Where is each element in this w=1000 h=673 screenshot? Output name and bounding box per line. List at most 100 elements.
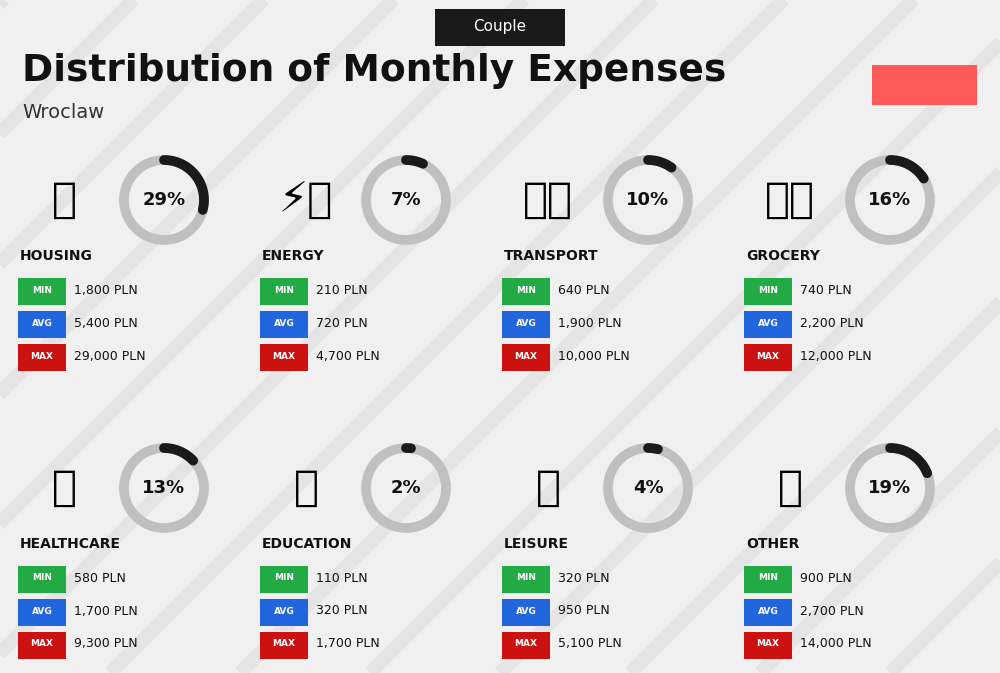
Text: AVG: AVG <box>516 606 536 616</box>
Text: AVG: AVG <box>758 606 778 616</box>
Text: MAX: MAX <box>31 639 54 649</box>
FancyBboxPatch shape <box>260 310 308 337</box>
Text: 13%: 13% <box>142 479 186 497</box>
Text: 💰: 💰 <box>778 467 802 509</box>
Text: 110 PLN: 110 PLN <box>316 571 368 584</box>
Text: 580 PLN: 580 PLN <box>74 571 126 584</box>
Text: 9,300 PLN: 9,300 PLN <box>74 637 138 651</box>
FancyBboxPatch shape <box>18 598 66 625</box>
Text: 12,000 PLN: 12,000 PLN <box>800 349 872 363</box>
FancyBboxPatch shape <box>502 598 550 625</box>
Text: 740 PLN: 740 PLN <box>800 283 852 297</box>
FancyBboxPatch shape <box>18 565 66 592</box>
FancyBboxPatch shape <box>260 631 308 658</box>
FancyBboxPatch shape <box>744 598 792 625</box>
Text: MIN: MIN <box>32 285 52 295</box>
Text: 19%: 19% <box>868 479 912 497</box>
Text: OTHER: OTHER <box>746 537 799 551</box>
FancyBboxPatch shape <box>502 565 550 592</box>
FancyBboxPatch shape <box>872 65 977 105</box>
FancyBboxPatch shape <box>502 310 550 337</box>
Text: MIN: MIN <box>274 573 294 583</box>
Text: 2%: 2% <box>391 479 421 497</box>
FancyBboxPatch shape <box>744 631 792 658</box>
FancyBboxPatch shape <box>435 9 565 46</box>
FancyBboxPatch shape <box>744 310 792 337</box>
Text: MIN: MIN <box>516 573 536 583</box>
Text: 📚: 📚 <box>294 467 318 509</box>
FancyBboxPatch shape <box>260 598 308 625</box>
Text: 320 PLN: 320 PLN <box>316 604 368 618</box>
Text: 1,800 PLN: 1,800 PLN <box>74 283 138 297</box>
Text: 🛍: 🛍 <box>536 467 560 509</box>
Text: AVG: AVG <box>758 318 778 328</box>
Text: Wroclaw: Wroclaw <box>22 104 104 122</box>
Text: AVG: AVG <box>274 318 294 328</box>
Text: TRANSPORT: TRANSPORT <box>504 249 599 263</box>
Text: 16%: 16% <box>868 191 912 209</box>
FancyBboxPatch shape <box>18 310 66 337</box>
Text: MIN: MIN <box>758 285 778 295</box>
Text: MAX: MAX <box>273 639 296 649</box>
FancyBboxPatch shape <box>260 343 308 371</box>
Text: 7%: 7% <box>391 191 421 209</box>
Text: 💓: 💓 <box>52 467 76 509</box>
FancyBboxPatch shape <box>260 277 308 304</box>
Text: 14,000 PLN: 14,000 PLN <box>800 637 872 651</box>
Text: 1,700 PLN: 1,700 PLN <box>316 637 380 651</box>
FancyBboxPatch shape <box>18 277 66 304</box>
FancyBboxPatch shape <box>744 343 792 371</box>
FancyBboxPatch shape <box>18 631 66 658</box>
Text: AVG: AVG <box>516 318 536 328</box>
Text: MAX: MAX <box>273 351 296 361</box>
Text: 1,700 PLN: 1,700 PLN <box>74 604 138 618</box>
Text: AVG: AVG <box>274 606 294 616</box>
Text: MIN: MIN <box>516 285 536 295</box>
Text: 4,700 PLN: 4,700 PLN <box>316 349 380 363</box>
Text: 720 PLN: 720 PLN <box>316 316 368 330</box>
FancyBboxPatch shape <box>18 343 66 371</box>
Text: 5,100 PLN: 5,100 PLN <box>558 637 622 651</box>
Text: LEISURE: LEISURE <box>504 537 569 551</box>
Text: 29,000 PLN: 29,000 PLN <box>74 349 146 363</box>
FancyBboxPatch shape <box>502 631 550 658</box>
Text: MAX: MAX <box>31 351 54 361</box>
FancyBboxPatch shape <box>502 277 550 304</box>
Text: ⚡🏠: ⚡🏠 <box>279 179 333 221</box>
Text: MIN: MIN <box>274 285 294 295</box>
FancyBboxPatch shape <box>502 343 550 371</box>
Text: 🥬🛒: 🥬🛒 <box>765 179 815 221</box>
Text: 900 PLN: 900 PLN <box>800 571 852 584</box>
FancyBboxPatch shape <box>744 277 792 304</box>
Text: 10,000 PLN: 10,000 PLN <box>558 349 630 363</box>
Text: MAX: MAX <box>514 351 538 361</box>
Text: MAX: MAX <box>514 639 538 649</box>
Text: MIN: MIN <box>758 573 778 583</box>
Text: MAX: MAX <box>757 351 780 361</box>
Text: EDUCATION: EDUCATION <box>262 537 352 551</box>
Text: Couple: Couple <box>473 18 527 34</box>
Text: 950 PLN: 950 PLN <box>558 604 610 618</box>
Text: AVG: AVG <box>32 318 52 328</box>
Text: 210 PLN: 210 PLN <box>316 283 368 297</box>
Text: ENERGY: ENERGY <box>262 249 325 263</box>
Text: HEALTHCARE: HEALTHCARE <box>20 537 121 551</box>
Text: 🏢: 🏢 <box>52 179 76 221</box>
Text: AVG: AVG <box>32 606 52 616</box>
Text: MIN: MIN <box>32 573 52 583</box>
Text: 5,400 PLN: 5,400 PLN <box>74 316 138 330</box>
Text: GROCERY: GROCERY <box>746 249 820 263</box>
Text: MAX: MAX <box>757 639 780 649</box>
Text: Distribution of Monthly Expenses: Distribution of Monthly Expenses <box>22 53 726 89</box>
Text: 640 PLN: 640 PLN <box>558 283 610 297</box>
Text: 1,900 PLN: 1,900 PLN <box>558 316 622 330</box>
Text: 🚌🚗: 🚌🚗 <box>523 179 573 221</box>
Text: 320 PLN: 320 PLN <box>558 571 610 584</box>
FancyBboxPatch shape <box>744 565 792 592</box>
Text: 29%: 29% <box>142 191 186 209</box>
Text: 4%: 4% <box>633 479 663 497</box>
Text: 2,200 PLN: 2,200 PLN <box>800 316 864 330</box>
Text: HOUSING: HOUSING <box>20 249 93 263</box>
Text: 2,700 PLN: 2,700 PLN <box>800 604 864 618</box>
FancyBboxPatch shape <box>260 565 308 592</box>
